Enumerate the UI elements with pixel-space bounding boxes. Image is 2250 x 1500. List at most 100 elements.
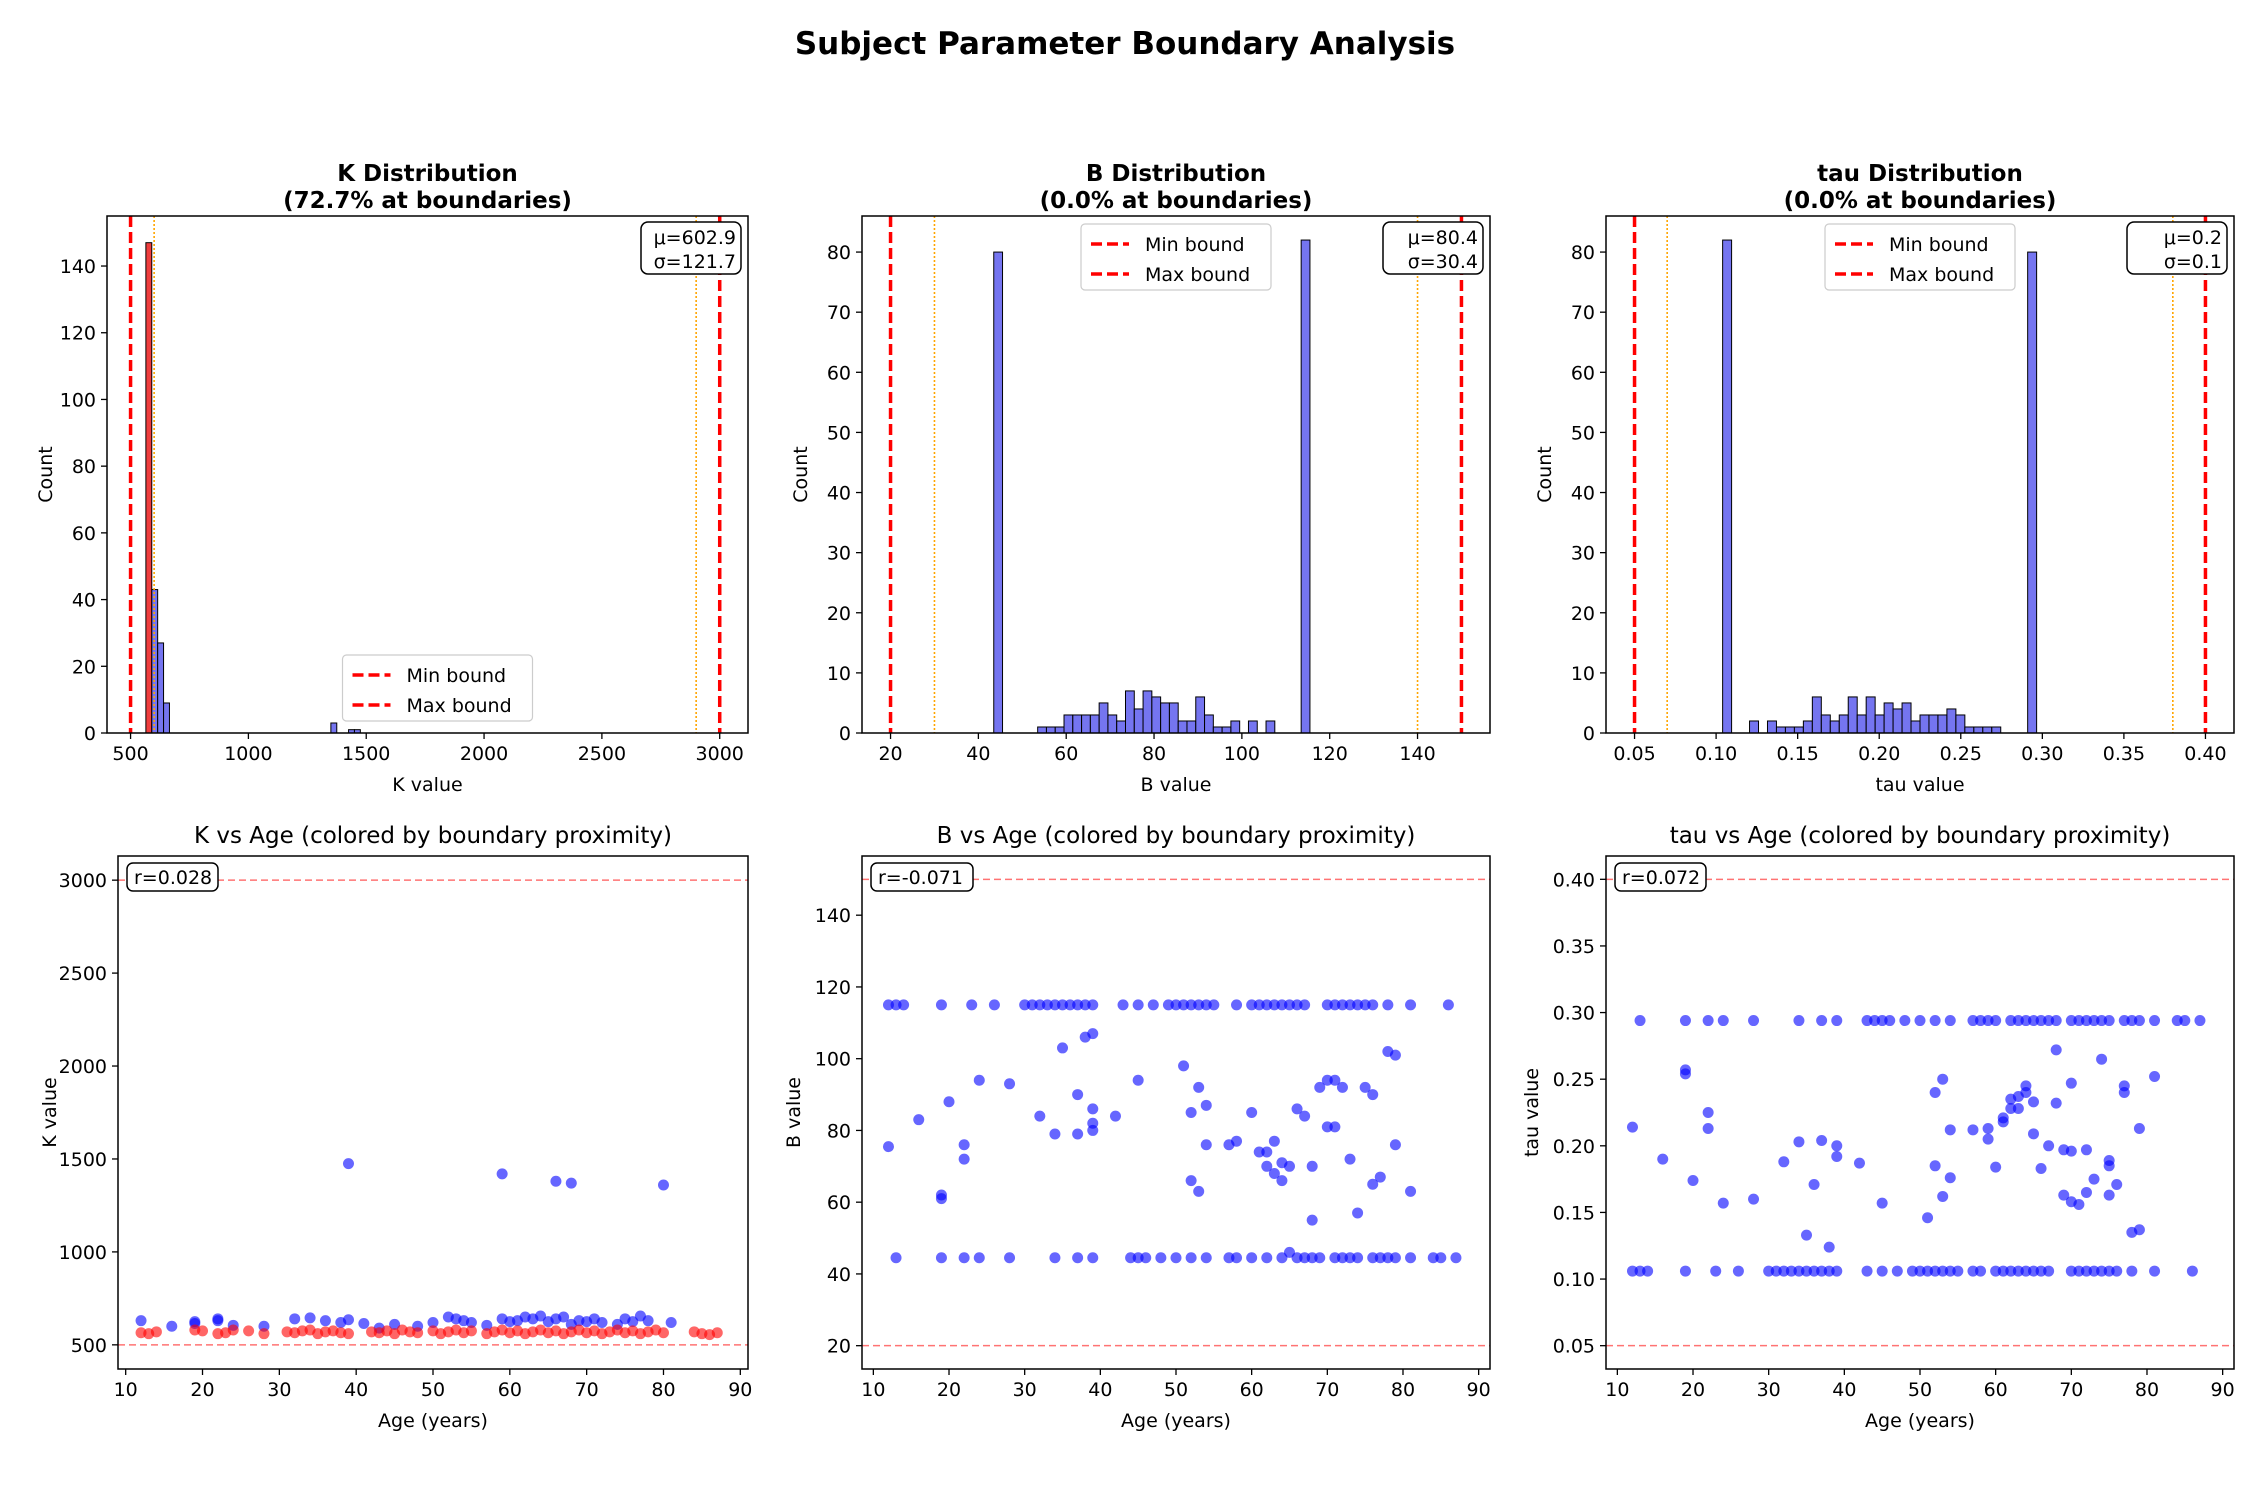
chart-title: tau Distribution xyxy=(1817,161,2023,187)
x-tick-label: 70 xyxy=(2059,1379,2083,1401)
histogram-bar xyxy=(1265,720,1276,734)
scatter-point xyxy=(1253,1146,1265,1158)
histogram-bar xyxy=(1802,720,1813,734)
scatter-point xyxy=(1367,999,1379,1011)
scatter-point xyxy=(1702,1107,1714,1118)
y-axis-label: B value xyxy=(783,1077,805,1148)
stats-box-frame xyxy=(2126,221,2228,275)
scatter-point xyxy=(2005,1265,2017,1277)
scatter-point xyxy=(1702,1015,1714,1027)
scatter-point xyxy=(1914,1015,1926,1027)
y-tick-label: 120 xyxy=(815,977,851,999)
histogram-bar xyxy=(1955,714,1966,734)
scatter-point xyxy=(1823,1241,1835,1253)
scatter-point xyxy=(1147,999,1159,1011)
scatter-point xyxy=(2080,1144,2092,1156)
legend: Min bound Max bound xyxy=(1080,223,1272,291)
scatter-point xyxy=(1748,1015,1760,1027)
scatter-point xyxy=(2035,1265,2047,1277)
scatter-point xyxy=(565,1177,577,1189)
scatter-point xyxy=(550,1175,562,1187)
scatter-point xyxy=(1193,1185,1205,1197)
histogram-bar xyxy=(1892,708,1903,734)
scatter-point xyxy=(1876,1197,1888,1209)
x-tick-label: 120 xyxy=(1312,743,1348,765)
y-axis: 0 10 20 30 40 50 60 70 80 xyxy=(827,242,862,745)
scatter-point xyxy=(1231,1135,1243,1147)
scatter-point xyxy=(1389,1049,1401,1061)
histogram-bar xyxy=(1991,726,2002,734)
scatter-point xyxy=(898,999,910,1011)
histogram-bar xyxy=(993,251,1004,734)
scatter-point xyxy=(1823,1265,1835,1277)
scatter-point xyxy=(1450,1252,1462,1264)
histogram-bar xyxy=(1973,726,1984,734)
histogram-bar xyxy=(1919,714,1930,734)
x-tick-label: 60 xyxy=(1054,743,1078,765)
scatter-point xyxy=(1869,1015,1881,1027)
scatter-point xyxy=(1072,1089,1084,1101)
scatter-point xyxy=(427,1317,439,1329)
scatter-point xyxy=(1944,1124,1956,1136)
scatter-point xyxy=(1808,1178,1820,1190)
plot-area xyxy=(1606,878,2234,1347)
x-tick-label: 80 xyxy=(2135,1379,2159,1401)
x-tick-label: 20 xyxy=(878,743,902,765)
scatter-point xyxy=(1816,1134,1828,1146)
scatter-point xyxy=(2073,1015,2085,1027)
scatter-point xyxy=(2012,1103,2024,1115)
scatter-point xyxy=(1026,999,1038,1011)
histogram-bar xyxy=(1749,720,1760,734)
chart-panel-6: tau vs Age (colored by boundary proximit… xyxy=(1521,823,2235,1432)
scatter-point xyxy=(1041,999,1053,1011)
scatter-point xyxy=(1132,1252,1144,1264)
scatter-point xyxy=(1162,999,1174,1011)
scatter-point xyxy=(1268,999,1280,1011)
scatter-point xyxy=(1944,1015,1956,1027)
correlation-box-frame xyxy=(870,862,974,892)
histogram-bar xyxy=(1865,696,1876,734)
scatter-point xyxy=(1049,1128,1061,1140)
stats-box: μ=0.2σ=0.1 xyxy=(2126,221,2228,275)
scatter-point xyxy=(342,1314,354,1326)
y-tick-label: 80 xyxy=(72,456,96,478)
scatter-point xyxy=(1223,1252,1235,1264)
scatter-point xyxy=(1246,1252,1258,1264)
scatter-point xyxy=(2133,1224,2145,1236)
scatter-point xyxy=(1329,1074,1341,1086)
scatter-point xyxy=(1352,1252,1364,1264)
scatter-point xyxy=(1389,1252,1401,1264)
scatter-point xyxy=(958,1139,970,1151)
correlation-label: r=-0.071 xyxy=(878,867,963,889)
scatter-point xyxy=(2149,1015,2161,1027)
scatter-point xyxy=(558,1311,570,1323)
scatter-point xyxy=(1314,1252,1326,1264)
scatter-point xyxy=(882,1141,894,1153)
scatter-point xyxy=(1710,1265,1722,1277)
scatter-point xyxy=(2133,1122,2145,1134)
scatter-point-boundary xyxy=(197,1325,209,1337)
scatter-point xyxy=(135,1315,147,1327)
histogram-bar xyxy=(1186,720,1197,734)
scatter-point xyxy=(2020,1265,2032,1277)
scatter-point xyxy=(2012,1265,2024,1277)
scatter-point xyxy=(1876,1265,1888,1277)
stat-mean: μ=80.4 xyxy=(1408,227,1478,249)
scatter-point xyxy=(1049,999,1061,1011)
y-tick-label: 40 xyxy=(827,483,851,505)
scatter-point xyxy=(1185,1175,1197,1187)
x-tick-label: 0.30 xyxy=(2021,743,2063,765)
x-tick-label: 2500 xyxy=(578,743,626,765)
x-tick-label: 3000 xyxy=(696,743,744,765)
scatter-point xyxy=(958,1252,970,1264)
plot-area xyxy=(128,216,722,734)
scatter-point xyxy=(1299,999,1311,1011)
scatter-point xyxy=(1816,1265,1828,1277)
y-tick-label: 60 xyxy=(1571,362,1595,384)
scatter-point xyxy=(1732,1265,1744,1277)
y-tick-label: 20 xyxy=(1571,603,1595,625)
x-tick-label: 40 xyxy=(344,1379,368,1401)
scatter-point xyxy=(2065,1015,2077,1027)
histogram-bar xyxy=(1212,726,1223,734)
scatter-point xyxy=(973,1074,985,1086)
